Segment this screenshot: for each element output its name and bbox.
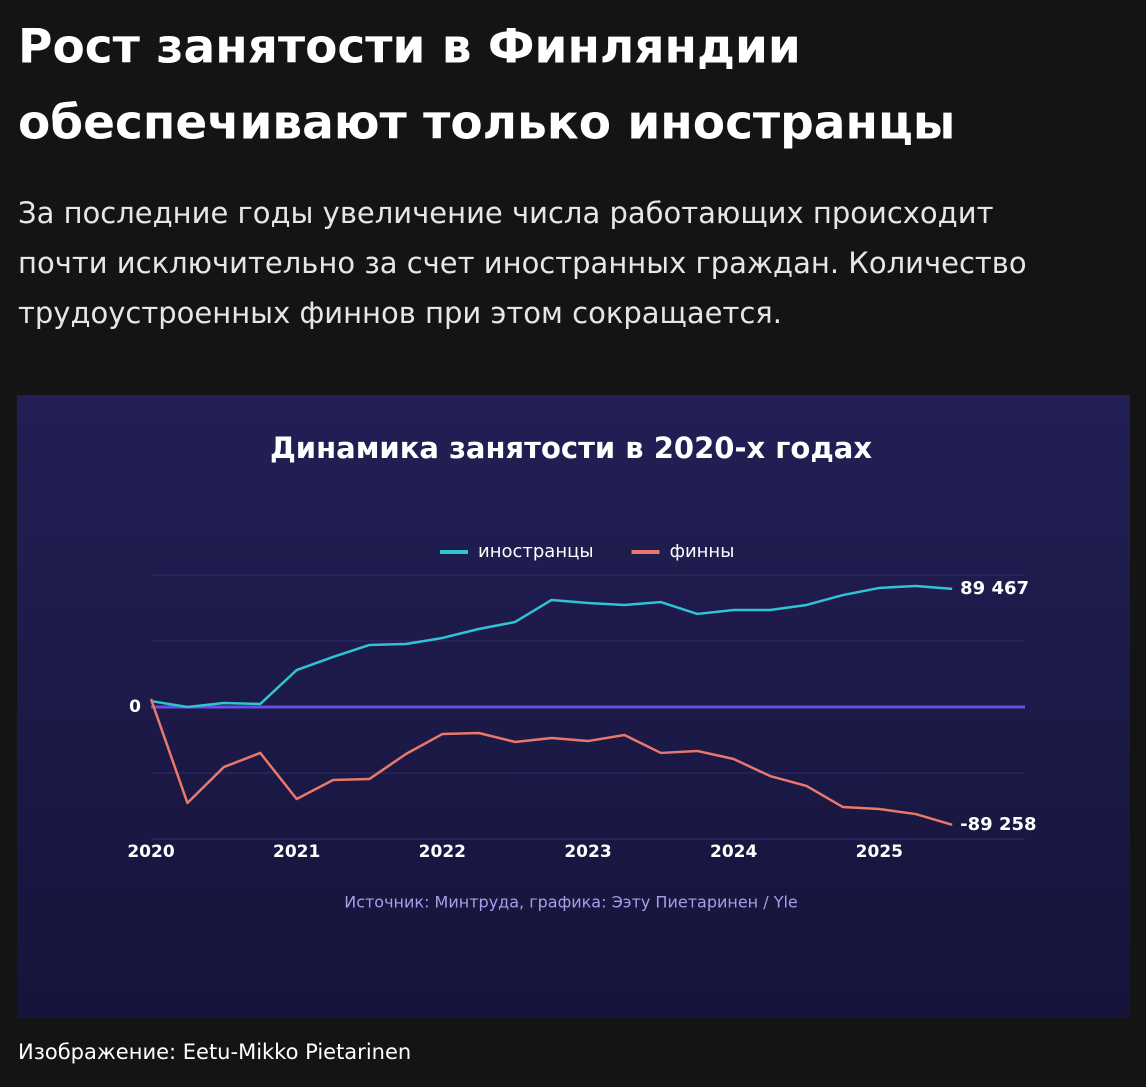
x-tick-label: 2023 — [564, 842, 611, 862]
headline: обеспечивают только иностранцы — [18, 96, 955, 151]
legend-label: финны — [670, 541, 735, 562]
legend-label: иностранцы — [478, 541, 594, 562]
caption: Изображение: Eetu-Mikko Pietarinen — [18, 1040, 411, 1064]
chart-title: Динамика занятости в 2020-х годах — [270, 431, 872, 465]
end-label: -89 258 — [960, 814, 1036, 835]
x-tick-label: 2020 — [127, 842, 174, 862]
x-tick-label: 2024 — [710, 842, 757, 862]
series-line — [149, 698, 953, 827]
lead: трудоустроенных финнов при этом сокращае… — [18, 296, 782, 330]
y-tick-label: 0 — [129, 697, 141, 717]
headline: Рост занятости в Финляндии — [18, 20, 801, 75]
source: Источник: Минтруда, графика: Ээту Пиетар… — [344, 893, 798, 912]
x-tick-label: 2022 — [419, 842, 466, 862]
series-line — [150, 584, 953, 709]
lead: За последние годы увеличение числа работ… — [18, 196, 994, 230]
x-tick-label: 2025 — [856, 842, 903, 862]
lead: почти исключительно за счет иностранных … — [18, 246, 1027, 280]
x-tick-label: 2021 — [273, 842, 320, 862]
end-label: 89 467 — [960, 578, 1029, 599]
chart: 0 2020 2021 2022 2023 2024 2025 иностранцы финны… — [127, 541, 1036, 862]
